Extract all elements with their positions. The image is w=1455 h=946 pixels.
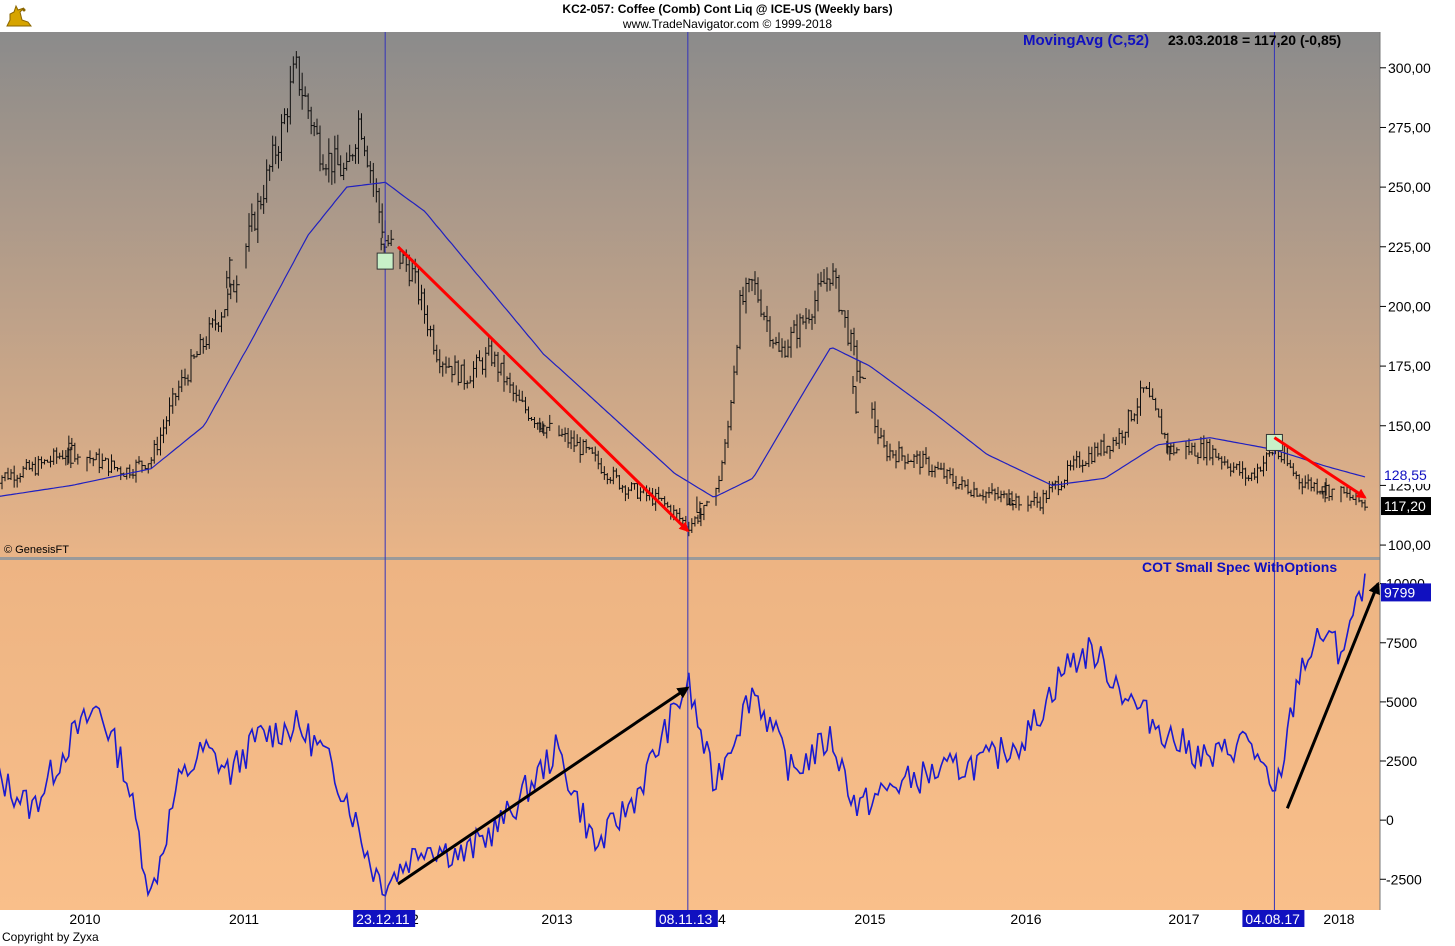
red-trend-arrow [396,245,690,533]
cot-last-label-bg [1381,583,1431,602]
cot-last-label: 9799 [1384,584,1415,600]
price-tick-label: 150,00 [1388,418,1431,434]
price-tick-label: 200,00 [1388,298,1431,314]
chart-title-line2: www.TradeNavigator.com © 1999-2018 [622,17,833,31]
watermark-genesis: © GenesisFT [4,544,69,556]
x-year-label: 2010 [69,911,100,927]
signal-box [376,252,394,270]
x-year-label: 2011 [229,911,259,927]
cot-panel-bg [0,560,1380,910]
price-bars [0,51,1368,537]
marker-date-label: 23.12.11 [356,911,410,927]
ma-indicator-name: MovingAvg (C,52) [1023,32,1150,49]
cot-tick-label: -2500 [1386,871,1422,887]
panel-separator [0,557,1455,560]
x-year-label: 2013 [541,911,572,927]
gold-bull-logo-icon [6,4,32,27]
price-last-label: 117,20 [1384,498,1426,514]
price-tick-label: 100,00 [1388,537,1431,553]
marker-date-label: 08.11.13 [659,911,713,927]
price-tick-label: 300,00 [1388,60,1431,76]
price-panel-bg [0,32,1380,557]
cot-tick-label: 7500 [1386,635,1417,651]
red-trend-arrow [1273,436,1367,499]
marker-date-label: 04.08.17 [1245,911,1300,927]
cot-line [0,573,1366,898]
price-tick-label: 250,00 [1388,179,1431,195]
x-year-label: 2018 [1323,911,1354,927]
copyright-footer: Copyright by Zyxa [2,930,99,944]
price-last-label-bg [1381,497,1431,516]
marker-date-bg [353,910,416,927]
x-year-label: 2015 [854,911,885,927]
cot-tick-label: 5000 [1386,694,1417,710]
moving-average-line [0,181,1366,498]
black-trend-arrow [1285,581,1380,809]
black-trend-arrow [397,686,690,886]
cot-indicator-name: COT Small Spec WithOptions [1142,559,1338,575]
ma-last-label: 128,55 [1384,467,1427,483]
chart-title-line1: KC2-057: Coffee (Comb) Cont Liq @ ICE-US… [562,2,893,16]
x-year-label: 2016 [1010,911,1041,927]
ma-last-label-bg [1381,465,1431,484]
price-tick-label: 275,00 [1388,119,1431,135]
cot-tick-label: 0 [1386,812,1394,828]
marker-date-bg [1242,910,1305,927]
price-tick-label: 225,00 [1388,239,1431,255]
price-tick-label: 175,00 [1388,358,1431,374]
marker-date-bg [655,910,718,927]
cot-tick-label: 2500 [1386,753,1417,769]
x-year-label: 2017 [1168,911,1199,927]
ma-indicator-value: 23.03.2018 = 117,20 (-0,85) [1168,32,1342,48]
bottom-axis-bg [0,910,1455,930]
